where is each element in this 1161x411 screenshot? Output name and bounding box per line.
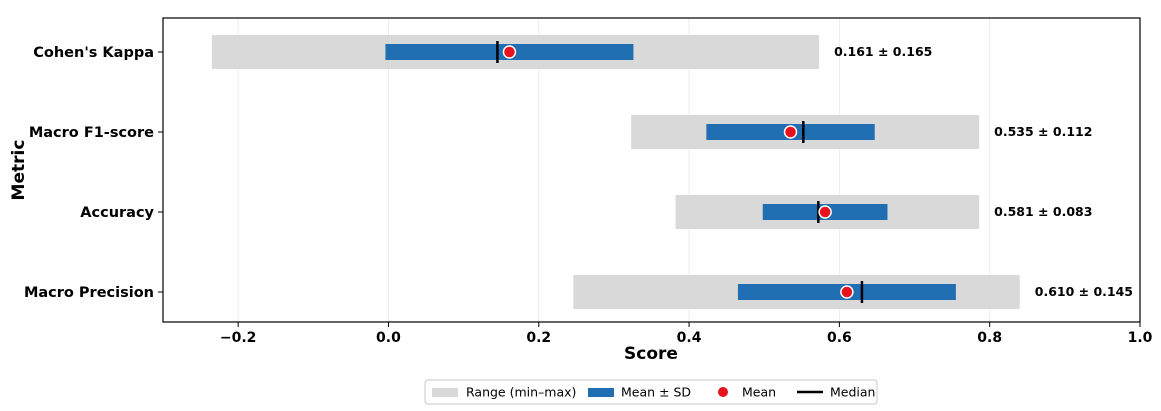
mean-marker bbox=[502, 45, 517, 59]
mean-marker bbox=[783, 125, 798, 139]
value-annotation: 0.581 ± 0.083 bbox=[994, 204, 1092, 219]
y-category-label: Accuracy bbox=[80, 205, 154, 221]
bars-layer: 0.161 ± 0.165 0.535 ± 0.112 0.581 ± 0.083 0… bbox=[211, 35, 1133, 309]
y-category-label: Macro Precision bbox=[24, 285, 154, 301]
x-tick-label: 1.0 bbox=[1128, 330, 1153, 346]
mean-marker bbox=[818, 205, 832, 219]
legend-box bbox=[424, 379, 878, 405]
y-category-label: Macro F1-score bbox=[29, 125, 154, 141]
axes-layer: −0.2 0.0 0.2 0.4 0.6 0.8 1.0 Cohen's Kappa Macro… bbox=[24, 45, 1153, 346]
y-axis-title: Metric bbox=[9, 140, 29, 201]
legend-swatch bbox=[588, 388, 614, 397]
plot-area bbox=[162, 17, 1141, 323]
x-tick-label: 0.0 bbox=[376, 330, 401, 346]
x-tick-label: −0.2 bbox=[220, 330, 257, 346]
value-annotation: 0.610 ± 0.145 bbox=[1035, 284, 1133, 299]
x-tick-label: 0.2 bbox=[526, 330, 551, 346]
legend-label: Mean bbox=[742, 385, 776, 400]
legend-swatch bbox=[718, 387, 728, 397]
x-tick-label: 0.8 bbox=[977, 330, 1002, 346]
mean-marker bbox=[840, 285, 854, 299]
legend-label: Median bbox=[830, 385, 875, 400]
legend-label: Mean ± SD bbox=[621, 385, 691, 400]
y-category-label: Cohen's Kappa bbox=[33, 45, 154, 61]
x-tick-label: 0.4 bbox=[677, 330, 702, 346]
legend-label: Range (min–max) bbox=[466, 385, 576, 400]
value-annotation: 0.535 ± 0.112 bbox=[994, 124, 1092, 139]
legend: Range (min–max) Mean ± SD Mean Median bbox=[424, 379, 878, 405]
x-tick-label: 0.6 bbox=[827, 330, 852, 346]
x-axis-title: Score bbox=[624, 344, 678, 364]
value-annotation: 0.161 ± 0.165 bbox=[834, 44, 932, 59]
legend-swatch bbox=[432, 388, 458, 397]
